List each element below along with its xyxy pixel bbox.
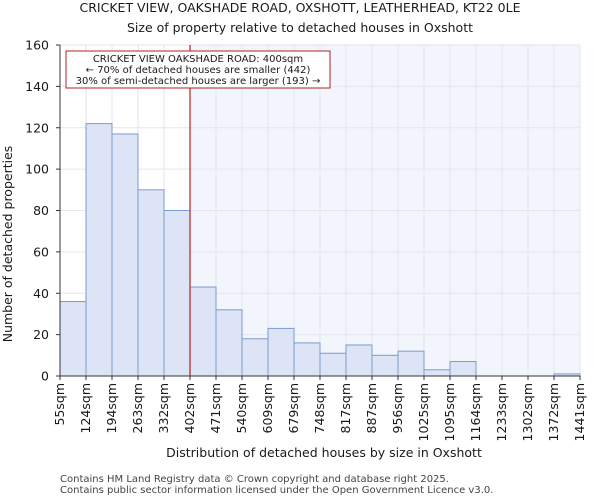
bar-332sqm: [163, 210, 191, 377]
y-tick-label: 160: [25, 38, 49, 53]
bars: [59, 123, 581, 377]
x-tick-labels: 55sqm 124sqm 194sqm 263sqm 332sqm 402sqm 471sq…: [52, 376, 587, 441]
annotation-line-1: CRICKET VIEW OAKSHADE ROAD: 400sqm: [93, 54, 303, 65]
x-tick-label: 956sqm: [390, 383, 405, 433]
y-tick-label: 60: [33, 244, 49, 259]
bar-748sqm: [319, 352, 347, 377]
x-tick-label: 1372sqm: [546, 383, 561, 441]
bar-1095sqm: [449, 361, 477, 377]
annotation-box: CRICKET VIEW OAKSHADE ROAD: 400sqm ← 70%…: [65, 50, 331, 89]
y-tick-label: 100: [25, 162, 49, 177]
bar-402sqm: [189, 286, 217, 377]
x-tick-label: 471sqm: [208, 383, 223, 433]
x-tick-label: 1233sqm: [494, 383, 509, 441]
footer-licence: Contains public sector information licen…: [60, 485, 494, 496]
x-tick-label: 609sqm: [260, 383, 275, 433]
x-tick-label: 1095sqm: [442, 383, 457, 441]
y-tick-labels: 0 20 40 60 80 100 120 140 160: [25, 38, 60, 384]
footer-copyright: Contains HM Land Registry data © Crown c…: [60, 474, 449, 485]
x-tick-label: 817sqm: [338, 383, 353, 433]
bar-540sqm: [241, 338, 269, 377]
x-tick-label: 1441sqm: [572, 383, 587, 441]
x-tick-label: 124sqm: [78, 383, 93, 433]
x-tick-label: 332sqm: [156, 383, 171, 433]
bar-817sqm: [345, 344, 373, 377]
chart-title: CRICKET VIEW, OAKSHADE ROAD, OXSHOTT, LE…: [80, 0, 521, 15]
x-tick-label: 402sqm: [182, 383, 197, 433]
x-tick-label: 1025sqm: [416, 383, 431, 441]
bar-1025sqm: [423, 369, 451, 377]
y-tick-label: 20: [33, 327, 49, 342]
bar-887sqm: [371, 354, 399, 377]
y-tick-label: 40: [33, 286, 49, 301]
bar-956sqm: [397, 350, 425, 377]
bar-471sqm: [215, 309, 243, 377]
bar-679sqm: [293, 342, 321, 377]
annotation-line-2: ← 70% of detached houses are smaller (44…: [86, 65, 311, 76]
y-tick-label: 140: [25, 79, 49, 94]
y-axis-label: Number of detached properties: [0, 146, 15, 343]
x-tick-label: 263sqm: [130, 383, 145, 433]
y-tick-label: 0: [41, 369, 49, 384]
bar-609sqm: [267, 327, 295, 377]
chart-subtitle: Size of property relative to detached ho…: [127, 20, 473, 35]
bar-55sqm: [59, 301, 87, 377]
x-tick-label: 1302sqm: [520, 383, 535, 441]
x-tick-label: 887sqm: [364, 383, 379, 433]
y-tick-label: 80: [33, 203, 49, 218]
bar-263sqm: [137, 189, 165, 377]
bar-194sqm: [111, 133, 139, 377]
x-tick-label: 1164sqm: [468, 383, 483, 441]
x-tick-label: 679sqm: [286, 383, 301, 433]
x-axis-label: Distribution of detached houses by size …: [166, 445, 482, 460]
x-tick-label: 194sqm: [104, 383, 119, 433]
x-tick-label: 748sqm: [312, 383, 327, 433]
bar-124sqm: [85, 123, 113, 377]
annotation-line-3: 30% of semi-detached houses are larger (…: [76, 76, 321, 87]
x-tick-label: 540sqm: [234, 383, 249, 433]
x-tick-label: 55sqm: [52, 383, 67, 426]
y-tick-label: 120: [25, 120, 49, 135]
